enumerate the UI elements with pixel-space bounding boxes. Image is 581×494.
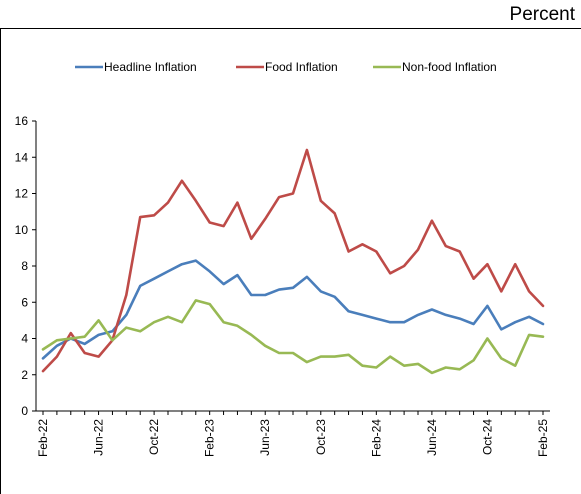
x-tick-label: Oct-22 <box>147 419 161 455</box>
x-tick-label: Jun-24 <box>425 419 439 456</box>
series-line-food-inflation <box>41 148 545 373</box>
legend-label: Headline Inflation <box>104 60 197 74</box>
y-tick-label: 0 <box>21 404 28 418</box>
x-tick-label: Oct-23 <box>314 419 328 455</box>
legend: Headline Inflation Food Inflation Non-food… <box>75 60 497 74</box>
series-line-non-food-inflation <box>41 299 545 375</box>
legend-label: Food Inflation <box>265 60 338 74</box>
y-tick-label: 10 <box>15 223 29 237</box>
series-line-headline-inflation <box>41 259 545 360</box>
unit-label: Percent <box>509 4 575 25</box>
y-tick-label: 16 <box>15 114 29 128</box>
y-tick-label: 4 <box>21 332 28 346</box>
y-tick-label: 6 <box>21 295 28 309</box>
chart-frame <box>0 28 581 494</box>
x-tick-label: Jun-22 <box>92 419 106 456</box>
x-tick-label: Feb-25 <box>536 419 550 457</box>
x-tick-label: Jun-23 <box>258 419 272 456</box>
legend-label: Non-food Inflation <box>402 60 497 74</box>
y-tick-label: 12 <box>15 187 29 201</box>
y-tick-label: 8 <box>21 259 28 273</box>
x-tick-label: Oct-24 <box>480 419 494 455</box>
chart-series <box>41 148 545 375</box>
y-tick-label: 14 <box>15 150 29 164</box>
y-tick-label: 2 <box>21 368 28 382</box>
x-tick-label: Feb-24 <box>369 419 383 457</box>
x-tick-label: Feb-22 <box>36 419 50 457</box>
x-tick-label: Feb-23 <box>203 419 217 457</box>
chart-axes: 0 2 4 6 8 10 12 14 16 Feb-22 Jun-22 Oct-22 Feb-23 Jun… <box>15 114 550 457</box>
